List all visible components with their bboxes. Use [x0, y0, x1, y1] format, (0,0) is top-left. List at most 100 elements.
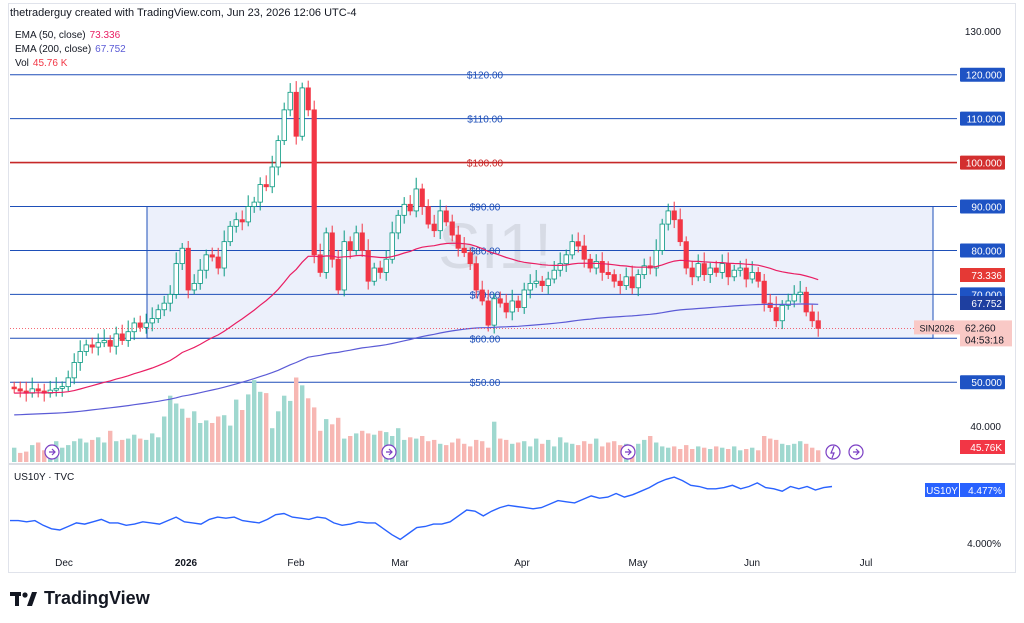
volume-bar — [804, 443, 809, 462]
candle — [281, 109, 287, 142]
volume-bar — [96, 437, 101, 462]
candle — [83, 344, 89, 352]
x-tick-label: Feb — [287, 558, 305, 569]
candle — [341, 241, 347, 291]
candle — [263, 184, 269, 188]
volume-bar — [750, 447, 755, 462]
volume-bar — [396, 428, 401, 462]
candle — [443, 210, 449, 223]
volume-bar — [30, 445, 35, 462]
volume-bar — [348, 436, 353, 462]
arrow-glyph — [49, 448, 56, 456]
candle — [257, 184, 263, 203]
candle — [215, 256, 221, 269]
volume-bar — [762, 436, 767, 462]
axis-level-tag — [960, 375, 1005, 390]
price-level-label: $110.00 — [467, 115, 503, 126]
volume-bar — [162, 416, 167, 462]
ema200-legend-value: 67.752 — [95, 44, 126, 55]
axis-level-tag-label: 50.000 — [971, 378, 1002, 389]
volume-bar — [468, 446, 473, 462]
candle — [155, 309, 161, 319]
volume-bar — [114, 441, 119, 462]
candle — [407, 203, 413, 212]
volume-bar — [420, 436, 425, 462]
volume-bar — [612, 441, 617, 462]
candle — [569, 241, 575, 256]
volume-bar — [480, 441, 485, 462]
volume-bar — [84, 442, 89, 462]
volume-bar — [792, 443, 797, 462]
candle — [719, 263, 725, 273]
volume-bar — [528, 446, 533, 462]
candle — [191, 282, 197, 291]
volume-bar — [606, 442, 611, 462]
symbol-tag — [914, 320, 960, 335]
candle — [545, 278, 551, 286]
volume-bar — [210, 423, 215, 462]
volume-bar — [354, 433, 359, 462]
candle — [593, 261, 599, 269]
ema200-legend: EMA (200, close) 67.752 — [15, 44, 126, 55]
candle — [173, 263, 179, 295]
candle — [683, 241, 689, 269]
candle — [563, 254, 569, 265]
candle — [323, 232, 329, 273]
countdown-value: 04:53:18 — [965, 335, 1004, 346]
volume-bar — [510, 443, 515, 462]
volume-bar — [600, 446, 605, 462]
volume-bar — [654, 442, 659, 462]
volume-bar — [642, 439, 647, 462]
axis-level-tag — [960, 111, 1005, 126]
candle — [581, 245, 587, 260]
candle — [695, 263, 701, 278]
yield-pane-title: US10Y · TVC — [14, 472, 74, 483]
candle — [95, 342, 101, 348]
volume-bar — [42, 450, 47, 462]
volume-bar — [798, 441, 803, 462]
candle — [491, 298, 497, 326]
x-tick-label: 2026 — [175, 558, 198, 569]
volume-bar — [228, 425, 233, 462]
volume-bar — [522, 441, 527, 462]
x-tick-label: Apr — [514, 558, 530, 569]
volume-bar — [294, 377, 299, 462]
candle — [557, 263, 563, 271]
candle — [731, 269, 737, 278]
volume-bar — [810, 447, 815, 462]
candle — [479, 289, 485, 302]
volume-bar — [816, 450, 821, 462]
candle — [311, 109, 317, 256]
candle — [527, 282, 533, 291]
candle — [71, 362, 77, 379]
yield-series-label: US10Y — [926, 486, 958, 497]
lightning-glyph — [830, 445, 835, 459]
candle — [575, 241, 581, 247]
volume-bar — [72, 441, 77, 462]
volume-bar — [618, 445, 623, 462]
axis-level-tag-label: 120.000 — [966, 71, 1003, 82]
candle — [599, 261, 605, 273]
volume-bar — [492, 421, 497, 462]
ema200-line — [14, 303, 819, 416]
volume-bar — [564, 442, 569, 462]
volume-bar — [216, 416, 221, 462]
candle — [293, 91, 299, 137]
x-tick-label: Dec — [55, 558, 73, 569]
candle — [539, 280, 545, 286]
candle — [137, 322, 143, 328]
candle — [53, 387, 59, 391]
candle — [395, 214, 401, 234]
candle — [509, 300, 515, 313]
arrow-glyph — [853, 448, 860, 456]
price-level-label: $60.00 — [470, 334, 501, 345]
candle — [161, 302, 167, 311]
volume-bar — [486, 447, 491, 462]
ema50-legend-label: EMA (50, close) — [15, 30, 86, 41]
volume-bar — [408, 437, 413, 462]
range-box — [146, 206, 934, 339]
volume-bar — [366, 433, 371, 462]
tradingview-logo[interactable]: TradingView — [10, 588, 150, 609]
volume-bar — [690, 449, 695, 462]
